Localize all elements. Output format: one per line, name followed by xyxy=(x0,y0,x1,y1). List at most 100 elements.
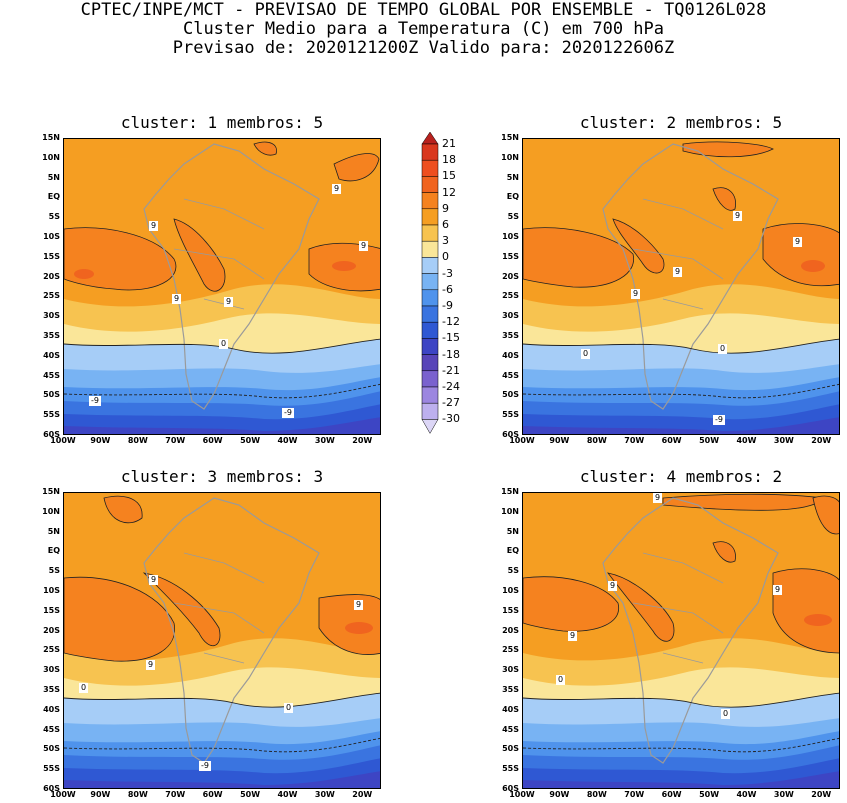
lon-tick-label: 90W xyxy=(549,790,570,799)
warm-region-9 xyxy=(103,495,143,524)
lon-tick-label: 90W xyxy=(549,436,570,445)
colorbar-segment xyxy=(421,338,439,355)
warm-region-9 xyxy=(682,141,774,158)
warm-region-9 xyxy=(523,227,635,288)
lon-tick-label: 20W xyxy=(352,790,373,799)
contour-label: -9 xyxy=(713,415,725,425)
lat-tick-label: 25S xyxy=(43,291,60,301)
warm-region-9 xyxy=(712,541,736,563)
hot-core-12 xyxy=(804,614,832,626)
lat-tick-label: 40S xyxy=(502,704,519,714)
temperature-band xyxy=(64,404,380,434)
temperature-field xyxy=(64,495,380,788)
lat-tick-label: 35S xyxy=(43,331,60,340)
country-borders xyxy=(632,198,724,310)
lon-tick-label: 60W xyxy=(202,790,223,799)
temperature-band xyxy=(64,417,380,434)
lat-tick-label: 10N xyxy=(42,152,60,162)
lat-tick-label: 30S xyxy=(502,311,519,321)
lat-tick-label: 60S xyxy=(502,784,519,793)
hot-core-12 xyxy=(74,269,94,279)
lat-tick-label: 5S xyxy=(507,212,519,222)
temperature-band xyxy=(523,417,839,434)
contour-label: 9 xyxy=(773,585,783,595)
lat-tick-label: 25S xyxy=(502,645,519,655)
contour-label: 9 xyxy=(354,600,364,610)
panel-2-title: cluster: 2 membros: 5 xyxy=(579,113,783,132)
lon-tick-label: 40W xyxy=(277,436,298,445)
lon-tick-label: 90W xyxy=(90,436,111,445)
lon-tick-label: 70W xyxy=(624,790,645,799)
lat-tick-label: 45S xyxy=(502,724,519,734)
colorbar-label: 18 xyxy=(442,153,456,167)
lat-tick-label: EQ xyxy=(506,546,519,556)
warm-region-9 xyxy=(607,572,675,642)
south-america-outline xyxy=(602,497,779,764)
contour-label: 9 xyxy=(653,493,663,503)
contour-line-minus9 xyxy=(523,383,839,399)
lat-tick-label: 10N xyxy=(501,506,519,516)
lat-tick-label: 10S xyxy=(43,586,60,595)
lon-tick-label: 100W xyxy=(509,790,535,799)
colorbar-segment xyxy=(421,289,439,307)
lat-tick-label: EQ xyxy=(47,546,60,556)
country-borders xyxy=(632,552,724,664)
lat-tick-label: 45S xyxy=(502,370,519,380)
hot-core-12 xyxy=(345,622,373,634)
lat-tick-label: 20S xyxy=(43,625,60,635)
lat-tick-label: 5N xyxy=(47,172,60,182)
south-america-outline xyxy=(602,143,779,410)
lon-tick-label: 100W xyxy=(50,436,76,445)
contour-label: 9 xyxy=(172,294,182,304)
contour-line-0 xyxy=(64,692,380,708)
warm-region-9 xyxy=(64,576,176,662)
warm-region-9 xyxy=(812,495,839,535)
lat-tick-label: 55S xyxy=(43,764,60,774)
lat-tick-label: 40S xyxy=(502,350,519,360)
lat-tick-label: 55S xyxy=(502,764,519,774)
temperature-band xyxy=(523,771,839,788)
lon-tick-label: 80W xyxy=(586,436,607,445)
lat-tick-label: 20S xyxy=(502,271,519,281)
lat-tick-label: 45S xyxy=(43,370,60,380)
lon-tick-label: 80W xyxy=(586,790,607,799)
lon-tick-label: 40W xyxy=(277,790,298,799)
contour-label: 0 xyxy=(284,703,294,713)
warm-region-9 xyxy=(142,572,221,646)
south-america-outline xyxy=(143,497,320,764)
warm-region-9 xyxy=(64,227,177,291)
lon-tick-label: 50W xyxy=(240,790,261,799)
colorbar-label: -3 xyxy=(442,266,453,280)
colorbar-segment xyxy=(421,192,439,210)
panel-3-title: cluster: 3 membros: 3 xyxy=(120,467,324,486)
lat-tick-label: 30S xyxy=(502,665,519,675)
contour-label: 0 xyxy=(581,349,591,359)
panel-1-title: cluster: 1 membros: 5 xyxy=(120,113,324,132)
colorbar-label: -27 xyxy=(442,396,460,410)
contour-line-0 xyxy=(64,338,380,354)
map-panel-cluster-1: 9 9 9 9 9 0 -9 -9 xyxy=(63,138,381,435)
forecast-dates: Previsao de: 2020121200Z Valido para: 20… xyxy=(172,38,675,58)
lon-tick-label: 50W xyxy=(240,436,261,445)
contour-label: 0 xyxy=(79,683,89,693)
contour-label: 0 xyxy=(219,339,229,349)
lon-tick-label: 50W xyxy=(699,436,720,445)
contour-label: 9 xyxy=(673,267,683,277)
lon-tick-label: 70W xyxy=(165,436,186,445)
colorbar-segment xyxy=(421,419,439,434)
lat-tick-label: 15N xyxy=(501,487,519,496)
warm-region-9 xyxy=(712,187,736,211)
contour-label: 9 xyxy=(224,297,234,307)
lon-tick-label: 70W xyxy=(165,790,186,799)
colorbar-label: -21 xyxy=(442,363,460,377)
contour-label: 9 xyxy=(793,237,803,247)
colorbar-label: -30 xyxy=(442,412,460,426)
warm-region-9 xyxy=(173,218,226,292)
lon-tick-label: 40W xyxy=(736,436,757,445)
lat-tick-label: 50S xyxy=(502,744,519,754)
lon-tick-label: 30W xyxy=(314,790,335,799)
temperature-band xyxy=(64,758,380,788)
lat-tick-label: 35S xyxy=(502,685,519,694)
colorbar-segment xyxy=(421,143,439,161)
lat-tick-label: 25S xyxy=(502,291,519,301)
